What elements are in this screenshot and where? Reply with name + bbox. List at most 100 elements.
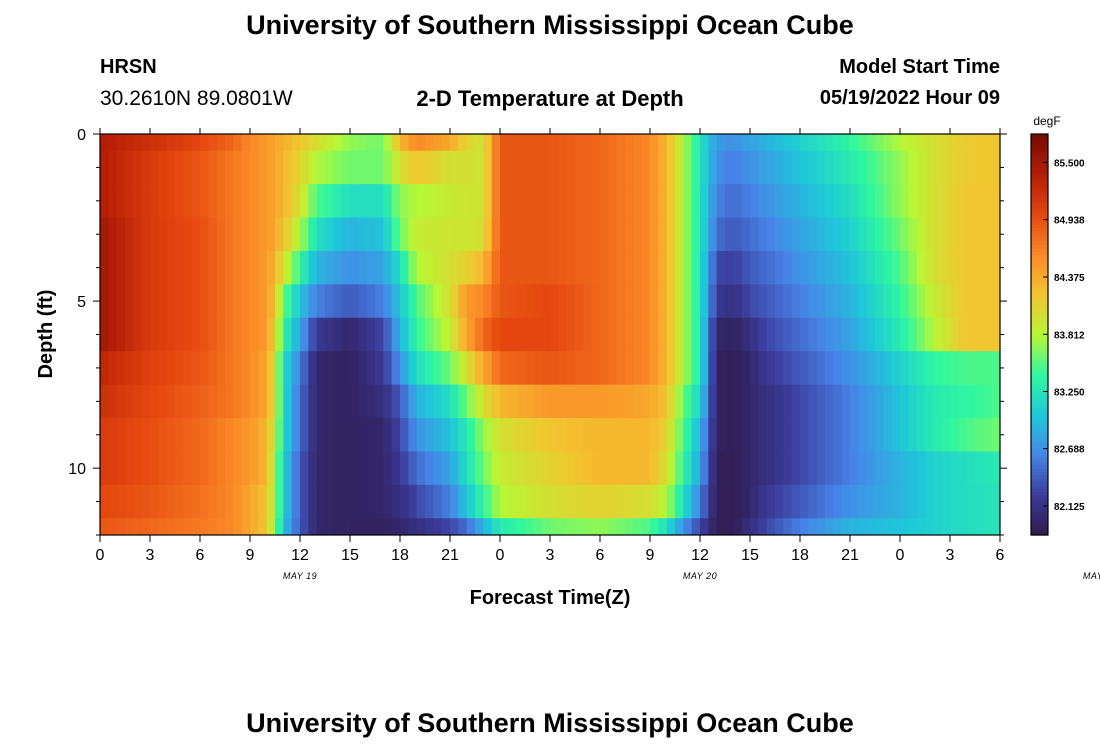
heatmap-cell [550, 317, 559, 352]
heatmap-cell [708, 150, 718, 185]
heatmap-cell [450, 284, 459, 319]
colorbar-swatch [1031, 331, 1048, 336]
heatmap-cell [308, 317, 318, 352]
heatmap-cell [658, 484, 668, 519]
heatmap-cell [466, 217, 476, 252]
heatmap-cell [225, 150, 234, 185]
heatmap-cell [908, 384, 918, 419]
heatmap-cell [325, 250, 334, 285]
heatmap-cell [816, 284, 826, 319]
heatmap-cell [558, 284, 568, 319]
heatmap-cell [325, 418, 334, 453]
heatmap-cell [958, 134, 968, 152]
heatmap-cell [108, 184, 118, 219]
heatmap-cell [100, 184, 109, 219]
heatmap-cell [916, 150, 926, 185]
heatmap-cell [750, 250, 759, 285]
heatmap-cell [141, 284, 151, 319]
heatmap-cell [166, 484, 176, 519]
heatmap-cell [366, 250, 376, 285]
heatmap-cell [241, 184, 251, 219]
heatmap-cell [516, 217, 526, 252]
heatmap-cell [275, 134, 284, 152]
heatmap-cell [816, 451, 826, 486]
heatmap-cell [525, 317, 534, 352]
heatmap-cell [683, 317, 693, 352]
heatmap-cell [566, 518, 576, 535]
heatmap-cell [441, 217, 451, 252]
heatmap-cell [200, 451, 209, 486]
colorbar-swatch [1031, 444, 1048, 449]
heatmap-cell [491, 317, 501, 352]
heatmap-cell [375, 217, 384, 252]
heatmap-cell [858, 150, 868, 185]
heatmap-cell [166, 217, 176, 252]
heatmap-cell [425, 284, 434, 319]
heatmap-cell [500, 134, 509, 152]
heatmap-cell [225, 134, 234, 152]
heatmap-cell [466, 134, 476, 152]
heatmap-cell [833, 384, 843, 419]
heatmap-cell [141, 217, 151, 252]
heatmap-cell [741, 384, 751, 419]
heatmap-cell [850, 518, 859, 535]
heatmap-cell [541, 284, 551, 319]
heatmap-cell [975, 317, 984, 352]
heatmap-cell [408, 284, 418, 319]
heatmap-cell [608, 317, 618, 352]
heatmap-cell [675, 484, 684, 519]
heatmap-cell [716, 284, 726, 319]
heatmap-cell [175, 518, 184, 535]
heatmap-cell [683, 150, 693, 185]
heatmap-cell [750, 150, 759, 185]
heatmap-cell [358, 250, 368, 285]
heatmap-cell [308, 451, 318, 486]
heatmap-cell [208, 150, 218, 185]
heatmap-cell [691, 418, 701, 453]
heatmap-cell [341, 418, 351, 453]
colorbar-tick-label: 85.500 [1054, 158, 1085, 169]
heatmap-cell [250, 451, 259, 486]
heatmap-cell [558, 484, 568, 519]
heatmap-cell [575, 217, 584, 252]
heatmap-cell [266, 134, 276, 152]
heatmap-cell [491, 518, 501, 535]
heatmap-cell [833, 134, 843, 152]
heatmap-cell [166, 150, 176, 185]
heatmap-cell [666, 351, 676, 386]
heatmap-cell [300, 484, 309, 519]
heatmap-cell [341, 184, 351, 219]
heatmap-cell [241, 484, 251, 519]
heatmap-cell [616, 250, 626, 285]
heatmap-cell [441, 284, 451, 319]
heatmap-cell [725, 351, 734, 386]
heatmap-cell [966, 150, 976, 185]
heatmap-cell [200, 250, 209, 285]
heatmap-cell [566, 184, 576, 219]
colorbar-swatch [1031, 498, 1048, 503]
heatmap-cell [133, 418, 143, 453]
heatmap-cell [416, 451, 426, 486]
heatmap-cell [283, 184, 293, 219]
heatmap-cell [625, 284, 634, 319]
heatmap-cell [416, 418, 426, 453]
heatmap-cell [716, 317, 726, 352]
x-tick-label: 6 [196, 547, 205, 564]
heatmap-cell [941, 250, 951, 285]
heatmap-cell [841, 134, 851, 152]
heatmap-cell [883, 217, 893, 252]
heatmap-cell [266, 250, 276, 285]
heatmap-cell [291, 418, 301, 453]
heatmap-cell [458, 418, 468, 453]
heatmap-cell [500, 284, 509, 319]
heatmap-cell [950, 217, 959, 252]
heatmap-cell [625, 217, 634, 252]
heatmap-cell [766, 150, 776, 185]
heatmap-cell [241, 217, 251, 252]
heatmap-cell [958, 150, 968, 185]
heatmap-cell [433, 184, 443, 219]
heatmap-cell [733, 451, 743, 486]
heatmap-cell [300, 351, 309, 386]
heatmap-cell [383, 351, 393, 386]
heatmap-cell [750, 518, 759, 535]
